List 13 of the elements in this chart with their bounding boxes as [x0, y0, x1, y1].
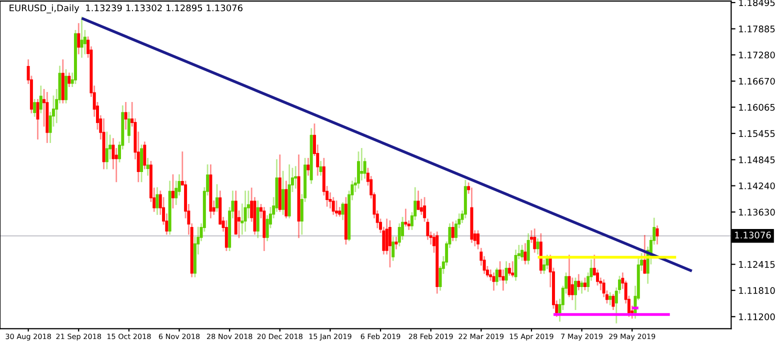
y-tick-label: 1.16670 [739, 78, 775, 85]
y-tick-label: 1.11200 [739, 313, 775, 320]
y-tick-label: 1.16065 [739, 104, 775, 111]
y-tick-label: 1.12415 [739, 261, 775, 268]
y-tick-label: 1.17885 [739, 26, 775, 32]
y-tick-label: 1.11810 [739, 287, 775, 294]
y-tick-label: 1.15455 [739, 130, 775, 137]
chart-title: EURUSD_i,Daily 1.13239 1.13302 1.12895 1.13076 [10, 4, 242, 14]
y-tick-label: 1.17280 [739, 52, 775, 58]
ref-line-label: 1.13076 [735, 232, 771, 238]
y-tick-label: 1.13630 [739, 208, 775, 216]
y-tick-label: 1.14845 [739, 156, 775, 164]
y-tick-label: 1.14240 [739, 182, 775, 190]
